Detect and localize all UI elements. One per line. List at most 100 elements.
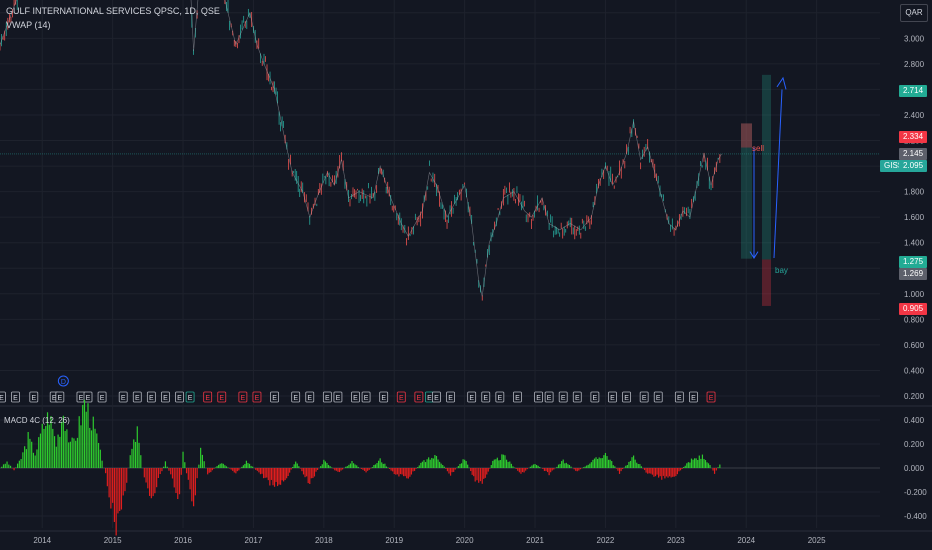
earnings-marker[interactable]: E (653, 391, 663, 403)
price-tick-label: 0.200 (904, 392, 925, 401)
earnings-marker-letter: E (515, 395, 520, 402)
earnings-marker-box (29, 391, 39, 403)
earnings-marker-letter: E (547, 395, 552, 402)
earnings-marker[interactable]: E (608, 391, 617, 403)
earnings-marker-box (674, 391, 684, 403)
earnings-marker[interactable]: E (175, 391, 184, 403)
earnings-marker-box (351, 391, 360, 403)
earnings-marker-letter: E (86, 395, 91, 402)
earnings-marker[interactable]: E (11, 391, 20, 403)
time-tick-label: 2017 (245, 536, 263, 545)
vwap-indicator-label[interactable]: VWAP (14) (6, 20, 51, 30)
earnings-marker-box (333, 391, 343, 403)
earnings-marker[interactable]: E (361, 391, 371, 403)
earnings-marker[interactable]: E (674, 391, 684, 403)
currency-selector[interactable]: QAR (900, 4, 928, 22)
buy-arrow (773, 89, 783, 259)
earnings-marker-letter: E (100, 395, 105, 402)
earnings-marker[interactable]: E (118, 391, 128, 403)
earnings-marker-box (639, 391, 649, 403)
price-tick-label: 3.000 (904, 34, 925, 43)
earnings-marker[interactable]: E (396, 391, 406, 403)
earnings-marker[interactable]: E (238, 391, 248, 403)
earnings-marker[interactable]: E (252, 391, 262, 403)
earnings-marker-letter: E (149, 395, 154, 402)
earnings-marker-box (291, 391, 301, 403)
earnings-marker[interactable]: E (97, 391, 107, 403)
earnings-marker-box (396, 391, 406, 403)
earnings-marker[interactable]: E (544, 391, 554, 403)
earnings-marker[interactable]: E (622, 391, 631, 403)
earnings-marker-letter: E (709, 395, 714, 402)
earnings-marker-box (55, 391, 65, 403)
earnings-marker-letter: E (163, 395, 168, 402)
earnings-marker[interactable]: E (0, 391, 6, 403)
buy-annotation: bay (775, 266, 788, 275)
earnings-marker[interactable]: E (706, 391, 716, 403)
earnings-marker[interactable]: E (322, 391, 332, 403)
price-tick-label: 2.400 (904, 111, 925, 120)
upper-target-tag: 2.714 (899, 85, 928, 97)
price-tick-label: 0.400 (904, 366, 925, 375)
earnings-marker[interactable]: E (558, 391, 568, 403)
time-tick-label: 2019 (385, 536, 403, 545)
sell-arrow-head (749, 251, 759, 259)
earnings-marker-letter: E (483, 395, 488, 402)
earnings-marker-box (97, 391, 107, 403)
earnings-marker-box (322, 391, 332, 403)
buy-arrow-head (776, 76, 787, 90)
vwap-line (0, 0, 722, 297)
sell-zone-profit (741, 123, 752, 259)
earnings-marker[interactable]: E (270, 391, 279, 403)
macd-indicator-label[interactable]: MACD 4C (12, 26) (4, 416, 70, 425)
earnings-marker[interactable]: E (132, 391, 142, 403)
earnings-marker[interactable]: E (305, 391, 315, 403)
earnings-marker[interactable]: E (689, 391, 698, 403)
earnings-marker-letter: E (469, 395, 474, 402)
earnings-marker[interactable]: E (29, 391, 39, 403)
earnings-marker-letter: E (691, 395, 696, 402)
earnings-marker-box (590, 391, 600, 403)
earnings-marker[interactable]: E (83, 391, 93, 403)
earnings-marker[interactable]: E (161, 391, 170, 403)
dividend-marker-letter: D (61, 379, 66, 386)
earnings-marker[interactable]: E (333, 391, 343, 403)
earnings-marker[interactable]: E (446, 391, 455, 403)
macd-tick-label: -0.200 (904, 488, 927, 497)
earnings-marker[interactable]: E (481, 391, 491, 403)
earnings-marker[interactable]: E (432, 391, 441, 403)
time-tick-label: 2024 (737, 536, 755, 545)
earnings-marker[interactable]: E (513, 391, 522, 403)
time-tick-label: 2018 (315, 536, 333, 545)
earnings-marker[interactable]: E (351, 391, 360, 403)
earnings-marker[interactable]: E (217, 391, 227, 403)
earnings-marker[interactable]: E (379, 391, 389, 403)
stop-level-tag: 0.905 (899, 303, 928, 315)
earnings-marker-box (305, 391, 315, 403)
earnings-marker[interactable]: E (203, 391, 213, 403)
earnings-marker[interactable]: E (291, 391, 301, 403)
earnings-marker-letter: E (13, 395, 18, 402)
earnings-marker[interactable]: E (185, 391, 195, 403)
earnings-marker[interactable]: E (467, 391, 477, 403)
earnings-marker[interactable]: E (146, 391, 156, 403)
earnings-marker-box (185, 391, 195, 403)
earnings-marker-box (132, 391, 142, 403)
earnings-marker[interactable]: E (572, 391, 582, 403)
earnings-marker-letter: E (575, 395, 580, 402)
earnings-marker-box (572, 391, 582, 403)
price-tick-label: 1.400 (904, 239, 925, 248)
buy-level-tag: 1.275 (899, 256, 928, 268)
earnings-marker[interactable]: E (55, 391, 65, 403)
earnings-marker[interactable]: E (590, 391, 600, 403)
earnings-marker[interactable]: E (414, 391, 424, 403)
earnings-marker[interactable]: E (495, 391, 505, 403)
earnings-marker[interactable]: E (639, 391, 649, 403)
earnings-marker-letter: E (536, 395, 541, 402)
earnings-marker-letter: E (561, 395, 566, 402)
earnings-marker-letter: E (255, 395, 260, 402)
price-tick-label: 1.800 (904, 188, 925, 197)
earnings-marker[interactable]: E (534, 391, 543, 403)
earnings-marker-letter: E (188, 395, 193, 402)
